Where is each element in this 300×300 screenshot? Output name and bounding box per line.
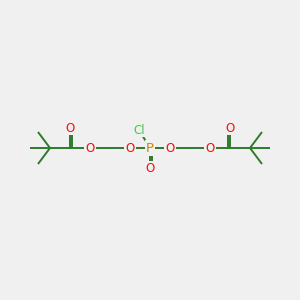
Text: O: O (125, 142, 135, 154)
Text: O: O (206, 142, 214, 154)
Text: O: O (65, 122, 75, 134)
Text: Cl: Cl (133, 124, 145, 136)
Text: O: O (165, 142, 175, 154)
Text: O: O (85, 142, 94, 154)
Text: P: P (146, 142, 154, 154)
Text: O: O (225, 122, 235, 134)
Text: O: O (146, 161, 154, 175)
